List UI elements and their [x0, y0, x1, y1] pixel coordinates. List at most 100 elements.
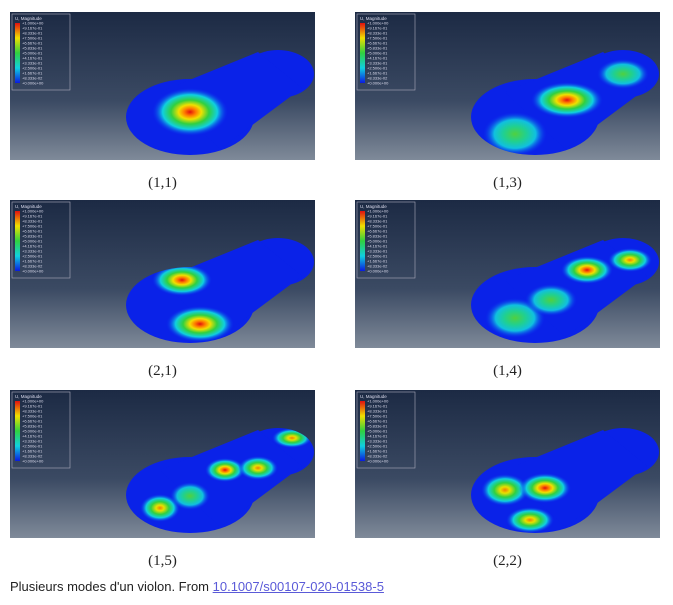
legend-tick: +1.667e-01	[22, 259, 43, 264]
legend-tick: +5.833e-01	[367, 234, 388, 239]
displacement-blob	[561, 256, 613, 284]
legend-tick: +5.833e-01	[22, 424, 43, 429]
displacement-blob	[519, 473, 571, 503]
legend-tick: +2.500e-01	[367, 66, 388, 71]
legend-tick: +3.333e-01	[367, 61, 388, 66]
panel: U, Magnitude+1.000e+00+9.167e-01+8.333e-…	[10, 12, 315, 160]
displacement-blob	[481, 474, 529, 506]
displacement-blob	[506, 507, 554, 533]
legend-tick: +5.000e-01	[367, 51, 388, 56]
legend-tick: +5.000e-01	[367, 239, 388, 244]
figure: U, Magnitude+1.000e+00+9.167e-01+8.333e-…	[10, 12, 660, 569]
color-bar	[15, 211, 20, 271]
panel: U, Magnitude+1.000e+00+9.167e-01+8.333e-…	[10, 390, 315, 538]
legend-tick: +5.833e-01	[22, 234, 43, 239]
legend-tick: +2.500e-01	[22, 254, 43, 259]
legend-tick: +5.000e-01	[22, 239, 43, 244]
panel-label: (2,2)	[493, 553, 522, 569]
legend-title: U, Magnitude	[360, 16, 387, 21]
legend-tick: +2.500e-01	[367, 254, 388, 259]
legend-tick: +1.000e+00	[367, 21, 389, 26]
panel: U, Magnitude+1.000e+00+9.167e-01+8.333e-…	[10, 200, 315, 348]
legend-tick: +3.333e-01	[22, 61, 43, 66]
legend-tick: +2.500e-01	[22, 444, 43, 449]
legend-tick: +6.667e-01	[367, 419, 388, 424]
legend-tick: +2.500e-01	[367, 444, 388, 449]
legend-tick: +4.167e-01	[22, 434, 43, 439]
legend-tick: +8.333e-01	[22, 31, 43, 36]
displacement-blob	[238, 456, 278, 480]
legend: U, Magnitude+1.000e+00+9.167e-01+8.333e-…	[356, 391, 416, 469]
legend-box	[11, 13, 71, 91]
legend-tick: +6.667e-01	[22, 229, 43, 234]
legend-tick: +6.667e-01	[22, 41, 43, 46]
displacement-blob	[166, 306, 234, 342]
panel-label: (2,1)	[148, 363, 177, 379]
mode-shape	[481, 473, 571, 533]
legend-tick: +5.000e-01	[22, 51, 43, 56]
displacement-blob	[152, 264, 212, 296]
legend-tick: +0.000e+00	[22, 459, 44, 464]
panel-label: (1,4)	[493, 363, 522, 379]
legend-tick: +6.667e-01	[22, 419, 43, 424]
legend-tick: +8.333e-02	[367, 76, 388, 81]
legend-box	[356, 391, 416, 469]
legend-tick: +1.667e-01	[367, 259, 388, 264]
caption-text: Plusieurs modes d'un violon. From	[10, 579, 213, 594]
legend-tick: +0.000e+00	[367, 459, 389, 464]
legend-box	[356, 201, 416, 279]
legend-title: U, Magnitude	[15, 394, 42, 399]
color-bar	[360, 401, 365, 461]
color-bar	[15, 23, 20, 83]
legend-tick: +9.167e-01	[367, 404, 388, 409]
legend-tick: +1.000e+00	[367, 399, 389, 404]
legend-tick: +0.000e+00	[367, 81, 389, 86]
legend-tick: +0.000e+00	[22, 81, 44, 86]
legend-tick: +2.500e-01	[22, 66, 43, 71]
legend-tick: +1.000e+00	[22, 399, 44, 404]
legend-tick: +9.167e-01	[22, 214, 43, 219]
legend-box	[356, 13, 416, 91]
legend-tick: +6.667e-01	[367, 229, 388, 234]
legend-tick: +5.833e-01	[367, 424, 388, 429]
legend-tick: +9.167e-01	[22, 26, 43, 31]
legend-tick: +3.333e-01	[367, 249, 388, 254]
legend-tick: +9.167e-01	[367, 214, 388, 219]
displacement-blob	[608, 248, 652, 272]
displacement-blob	[531, 82, 603, 118]
legend-tick: +7.500e-01	[367, 36, 388, 41]
displacement-blob	[152, 88, 228, 136]
legend-tick: +7.500e-01	[22, 36, 43, 41]
legend-box	[11, 201, 71, 279]
legend-tick: +7.500e-01	[367, 414, 388, 419]
legend-tick: +9.167e-01	[22, 404, 43, 409]
legend-tick: +3.333e-01	[367, 439, 388, 444]
legend: U, Magnitude+1.000e+00+9.167e-01+8.333e-…	[11, 391, 71, 469]
mode-shape	[483, 59, 649, 155]
doi-link[interactable]: 10.1007/s00107-020-01538-5	[212, 579, 384, 594]
legend-tick: +8.333e-02	[22, 76, 43, 81]
legend-tick: +1.000e+00	[22, 21, 44, 26]
legend-tick: +8.333e-02	[22, 264, 43, 269]
panel-label: (1,1)	[148, 175, 177, 191]
legend-tick: +3.333e-01	[22, 439, 43, 444]
legend-box	[11, 391, 71, 469]
legend-tick: +1.667e-01	[367, 71, 388, 76]
legend: U, Magnitude+1.000e+00+9.167e-01+8.333e-…	[356, 13, 416, 91]
legend-tick: +9.167e-01	[367, 26, 388, 31]
legend-title: U, Magnitude	[15, 204, 42, 209]
color-bar	[360, 211, 365, 271]
legend-title: U, Magnitude	[360, 394, 387, 399]
displacement-blob	[170, 482, 210, 510]
legend-tick: +5.000e-01	[367, 429, 388, 434]
legend-tick: +4.167e-01	[367, 434, 388, 439]
legend-tick: +8.333e-01	[367, 31, 388, 36]
legend: U, Magnitude+1.000e+00+9.167e-01+8.333e-…	[356, 201, 416, 279]
displacement-blob	[140, 494, 180, 522]
caption: Plusieurs modes d'un violon. From 10.100…	[10, 579, 384, 594]
legend-tick: +5.833e-01	[367, 46, 388, 51]
color-bar	[360, 23, 365, 83]
legend-tick: +5.000e-01	[22, 429, 43, 434]
legend: U, Magnitude+1.000e+00+9.167e-01+8.333e-…	[11, 13, 71, 91]
